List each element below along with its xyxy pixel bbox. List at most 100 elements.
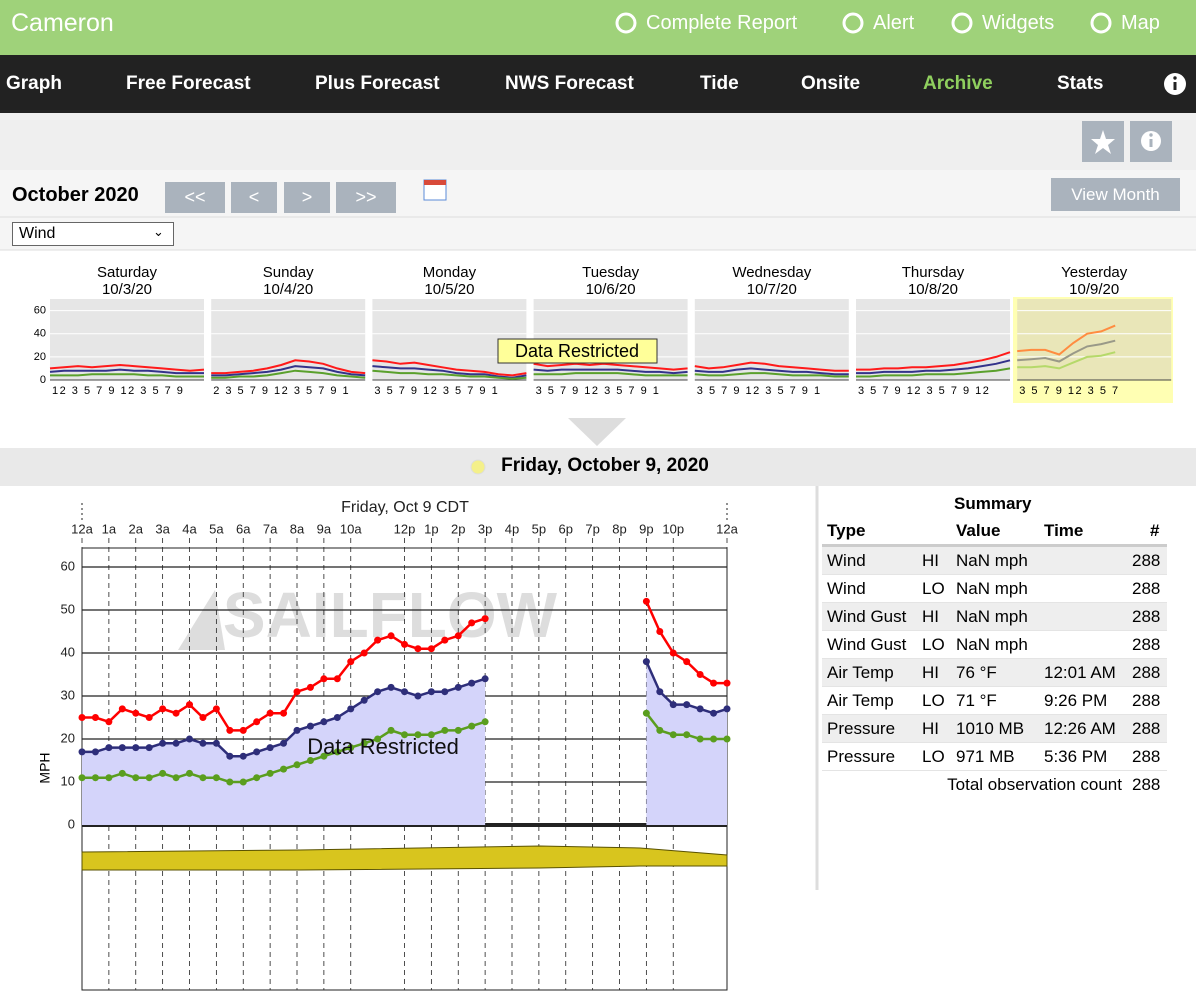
- point: [642, 709, 650, 717]
- mini-x-labels: 3 5 7 9 12 3 5 7 9 1: [697, 385, 822, 397]
- nav-item[interactable]: Free Forecast: [126, 73, 251, 94]
- day-date: 10/6/20: [586, 281, 636, 298]
- point: [145, 744, 153, 752]
- point: [159, 705, 167, 713]
- summary-cell: 76 °F: [956, 663, 997, 682]
- x-tick-label: 7a: [263, 521, 278, 536]
- point: [683, 701, 691, 709]
- summary-cell: 288: [1132, 579, 1161, 598]
- point: [159, 769, 167, 777]
- day-name: Yesterday: [1061, 264, 1128, 281]
- view-month-button[interactable]: View Month: [1051, 178, 1180, 211]
- summary-rule: [822, 544, 1167, 547]
- point: [723, 679, 731, 687]
- point: [683, 731, 691, 739]
- nav-button[interactable]: >>: [336, 182, 396, 213]
- mini-line: [694, 367, 849, 376]
- nav-item[interactable]: NWS Forecast: [505, 73, 634, 94]
- summary-cell: 288: [1132, 551, 1161, 570]
- mini-y-tick: 20: [34, 351, 46, 363]
- nav-bar: [0, 55, 1196, 113]
- mini-line: [211, 359, 366, 375]
- mini-plot: [50, 299, 204, 380]
- header-link[interactable]: Widgets: [982, 12, 1055, 34]
- nav-button[interactable]: <: [231, 182, 277, 213]
- point: [454, 632, 462, 640]
- point: [441, 726, 449, 734]
- mini-line: [1017, 339, 1116, 363]
- day-date: 10/3/20: [102, 281, 152, 298]
- point: [186, 735, 193, 743]
- point: [468, 619, 476, 627]
- watermark-sail: [178, 590, 225, 650]
- nav-item[interactable]: Tide: [700, 73, 739, 94]
- x-tick-label: 4p: [505, 521, 519, 536]
- point: [105, 774, 113, 782]
- day-date: 10/5/20: [424, 281, 474, 298]
- point: [280, 709, 288, 717]
- day-date: 10/8/20: [908, 281, 958, 298]
- nav-item[interactable]: Graph: [6, 73, 62, 94]
- summary-cell: HI: [922, 719, 939, 738]
- mini-line: [694, 372, 849, 378]
- site-title: Cameron: [11, 9, 114, 37]
- header-link[interactable]: Alert: [873, 12, 915, 34]
- point: [91, 748, 99, 756]
- header-link[interactable]: Complete Report: [646, 12, 798, 34]
- summary-row: [822, 743, 1167, 771]
- point: [427, 688, 435, 696]
- header-link[interactable]: Map: [1121, 12, 1160, 34]
- point: [172, 739, 180, 747]
- point: [723, 735, 731, 743]
- point: [656, 688, 664, 696]
- x-tick-label: 8a: [290, 521, 305, 536]
- summary-cell: 288: [1132, 747, 1161, 766]
- info-icon: [1173, 82, 1177, 90]
- x-tick-label: 5p: [532, 521, 546, 536]
- nav-button[interactable]: <<: [165, 182, 225, 213]
- mini-y-tick: 60: [34, 304, 46, 316]
- calendar-icon: [424, 180, 446, 185]
- summary-cell: Wind: [827, 579, 866, 598]
- total-label: Total observation count: [947, 775, 1122, 794]
- point: [132, 709, 140, 717]
- nav-item[interactable]: Stats: [1057, 73, 1104, 94]
- mini-line: [372, 369, 527, 380]
- point: [642, 597, 650, 605]
- point: [253, 748, 261, 756]
- mini-line: [211, 369, 366, 379]
- day-name: Wednesday: [732, 264, 811, 281]
- link-icon: [951, 12, 973, 34]
- point: [374, 688, 382, 696]
- x-tick-label: 9a: [317, 521, 332, 536]
- summary-title: Summary: [954, 494, 1032, 513]
- point: [280, 739, 288, 747]
- summary-cell: HI: [922, 663, 939, 682]
- nav-button[interactable]: >: [284, 182, 330, 213]
- point: [239, 778, 247, 786]
- variable-select[interactable]: Wind: [12, 222, 174, 246]
- point: [91, 714, 99, 721]
- point: [696, 671, 704, 678]
- nav-item[interactable]: Archive: [923, 73, 993, 94]
- link-icon: [615, 12, 637, 34]
- star-icon: [1091, 130, 1115, 154]
- point: [91, 774, 99, 782]
- y-label: MPH: [37, 752, 53, 783]
- x-tick-label: 2p: [451, 521, 465, 536]
- point: [186, 701, 193, 709]
- point: [306, 722, 314, 730]
- summary-cell: LO: [922, 747, 945, 766]
- x-tick-label: 12p: [394, 521, 416, 536]
- day-name: Sunday: [263, 264, 314, 281]
- x-tick-label: 9p: [639, 521, 653, 536]
- pointer: [568, 418, 626, 446]
- link-icon: [842, 12, 864, 34]
- x-tick-label: 12a: [716, 521, 738, 536]
- nav-item[interactable]: Onsite: [801, 73, 861, 94]
- nav-item[interactable]: Plus Forecast: [315, 73, 440, 94]
- point: [320, 675, 328, 683]
- chart-title: Friday, Oct 9 CDT: [341, 499, 469, 516]
- point: [105, 744, 113, 752]
